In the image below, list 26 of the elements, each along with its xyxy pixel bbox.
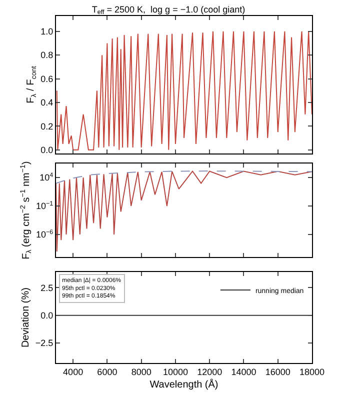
chart-title: T$_{eff}$ = 2500 K, log g = −1.0 (cool giant) — [92, 4, 246, 16]
y-tick-label: 10$^{4}$ — [40, 172, 54, 183]
y-tick-label: 0.6 — [40, 74, 54, 84]
y-tick-label: −2.5 — [35, 338, 54, 348]
y-axis-title: Deviation (%) — [20, 288, 32, 348]
y-tick-label: 0.0 — [40, 310, 54, 320]
line-series — [56, 170, 312, 184]
x-tick-label: 12000 — [197, 366, 222, 377]
x-tick-label: 14000 — [231, 366, 256, 377]
x-tick-label: 8000 — [131, 366, 152, 377]
x-tick-label: 6000 — [97, 366, 118, 377]
y-tick-label: 10$^{−6}$ — [36, 228, 54, 240]
y-tick-label: 0.2 — [40, 121, 54, 132]
line-series — [56, 30, 312, 150]
x-tick-label: 4000 — [63, 366, 84, 377]
y-tick-label: 1.0 — [40, 26, 54, 37]
y-tick-label: 0.4 — [40, 98, 54, 108]
y-tick-label: 2.5 — [40, 282, 54, 293]
x-axis-title: Wavelength (Å) — [150, 378, 218, 390]
y-tick-label: 0.0 — [40, 145, 54, 156]
x-tick-label: 10000 — [162, 366, 188, 377]
line-series — [56, 170, 312, 252]
y-tick-label: 0.8 — [40, 50, 54, 60]
x-tick-label: 16000 — [265, 366, 290, 377]
y-tick-label: 10$^{−1}$ — [36, 200, 54, 212]
x-tick-label: 18000 — [299, 366, 325, 377]
